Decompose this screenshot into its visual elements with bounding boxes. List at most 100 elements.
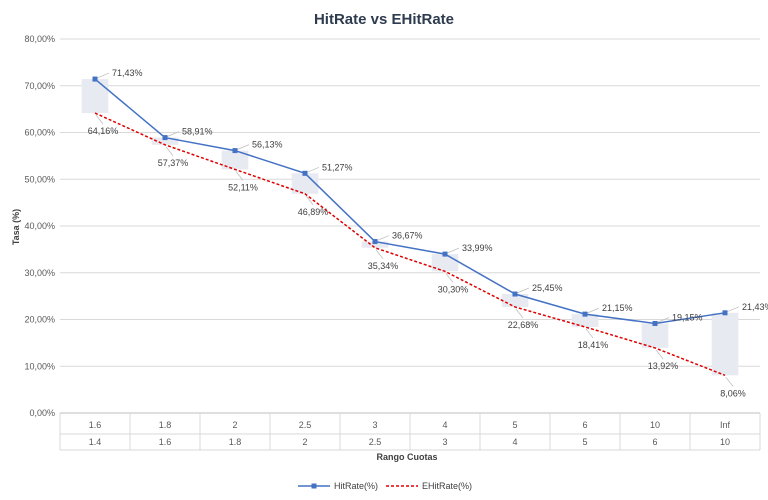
x-axis-label: Rango Cuotas xyxy=(376,452,437,462)
x-tick-label-upper: 6 xyxy=(582,420,587,430)
data-labels: 71,43% 58,91% 56,13% 51,27% 36,67% 33,99% 25,4… xyxy=(88,68,768,398)
x-tick-label-upper: Inf xyxy=(720,420,731,430)
ehitrate-leader xyxy=(655,349,664,360)
ehitrate-data-label: 52,11% xyxy=(228,182,258,192)
ehitrate-line xyxy=(94,112,726,377)
hitrate-data-label: 33,99% xyxy=(462,243,493,253)
hitrate-point xyxy=(232,148,238,154)
hitrate-leader xyxy=(96,72,110,79)
y-tick-label: 20,00% xyxy=(24,315,55,325)
ehitrate-data-label: 64,16% xyxy=(88,126,119,136)
x-tick-label-lower: 1.4 xyxy=(89,437,102,447)
hitrate-data-label: 21,43% xyxy=(742,302,768,312)
x-tick-label-upper: 2.5 xyxy=(299,420,312,430)
difference-bar xyxy=(711,312,739,376)
y-tick-label: 60,00% xyxy=(24,128,55,138)
hitrate-data-label: 58,91% xyxy=(182,127,213,137)
y-tick-label: 80,00% xyxy=(24,34,55,44)
legend-hitrate-label: HitRate(%) xyxy=(334,481,378,491)
x-tick-label-lower: 10 xyxy=(720,437,730,447)
hitrate-leader xyxy=(166,131,180,137)
hitrate-leader xyxy=(306,166,320,173)
legend: HitRate(%) EHitRate(%) xyxy=(298,481,472,491)
hitrate-point xyxy=(92,76,98,82)
hitrate-data-label: 51,27% xyxy=(322,162,353,172)
ehitrate-leader xyxy=(235,171,244,181)
hitrate-point xyxy=(722,310,728,316)
hitrate-line xyxy=(94,78,726,325)
hitrate-point xyxy=(162,135,168,141)
y-tick-label: 10,00% xyxy=(24,361,55,371)
ehitrate-leader xyxy=(165,146,174,157)
hitrate-point xyxy=(442,251,448,257)
x-tick-label-upper: 4 xyxy=(442,420,447,430)
hitrate-point xyxy=(512,291,518,297)
ehitrate-leader xyxy=(515,308,524,319)
hitrate-leader xyxy=(586,307,600,314)
ehitrate-data-label: 8,06% xyxy=(720,388,746,398)
y-tick-label: 40,00% xyxy=(24,221,55,231)
difference-bar xyxy=(151,137,179,145)
hitrate-data-label: 56,13% xyxy=(252,140,283,150)
hitrate-data-label: 19,15% xyxy=(672,312,703,322)
x-tick-label-lower: 1.6 xyxy=(159,437,172,447)
ehitrate-data-label: 30,30% xyxy=(438,284,469,294)
x-tick-label-upper: 1.6 xyxy=(89,420,102,430)
hitrate-point xyxy=(302,170,308,176)
ehitrate-data-label: 57,37% xyxy=(158,158,189,168)
difference-bar xyxy=(571,314,599,327)
y-tick-label: 30,00% xyxy=(24,268,55,278)
x-tick-label-lower: 6 xyxy=(652,437,657,447)
gridlines xyxy=(60,38,760,414)
x-tick-label-lower: 3 xyxy=(442,437,447,447)
hitrate-leader xyxy=(656,317,670,323)
hitrate-leader xyxy=(516,287,530,294)
x-tick-label-lower: 2.5 xyxy=(369,437,382,447)
x-tick-label-upper: 5 xyxy=(512,420,517,430)
hitrate-point xyxy=(652,320,658,326)
x-tick-label-lower: 5 xyxy=(582,437,587,447)
chart-title: HitRate vs EHitRate xyxy=(314,11,454,28)
series-lines xyxy=(92,76,728,377)
difference-bar xyxy=(501,294,529,307)
difference-bar xyxy=(291,173,319,194)
ehitrate-leader xyxy=(725,377,734,387)
hitrate-point xyxy=(372,239,378,245)
hitrate-leader xyxy=(236,144,250,150)
x-tick-label-upper: 3 xyxy=(372,420,377,430)
ehitrate-leader xyxy=(445,273,454,283)
ehitrate-leader xyxy=(585,328,594,339)
y-axis-label: Tasa (%) xyxy=(11,209,21,245)
label-leader-lines xyxy=(95,72,740,387)
hitrate-data-label: 71,43% xyxy=(112,68,143,78)
x-tick-label-upper: 2 xyxy=(232,420,237,430)
hitrate-data-label: 36,67% xyxy=(392,231,423,241)
difference-bars xyxy=(81,79,739,376)
y-tick-label: 70,00% xyxy=(24,81,55,91)
hitrate-data-label: 25,45% xyxy=(532,283,563,293)
difference-bar xyxy=(221,150,249,170)
y-tick-label: 0,00% xyxy=(29,408,55,418)
ehitrate-data-label: 22,68% xyxy=(508,320,539,330)
hitrate-data-label: 21,15% xyxy=(602,303,633,313)
ehitrate-leader xyxy=(375,249,384,260)
hitrate-point xyxy=(582,311,588,317)
legend-ehitrate-label: EHitRate(%) xyxy=(422,481,472,491)
ehitrate-data-label: 13,92% xyxy=(648,361,679,371)
ehitrate-data-label: 18,41% xyxy=(578,340,609,350)
hitrate-leader xyxy=(726,306,740,313)
x-tick-label-lower: 4 xyxy=(512,437,517,447)
hitrate-leader xyxy=(446,247,460,254)
difference-bar xyxy=(361,241,389,248)
x-tick-label-upper: 1.8 xyxy=(159,420,172,430)
ehitrate-leader xyxy=(95,114,104,125)
ehitrate-data-label: 35,34% xyxy=(368,261,399,271)
hitrate-leader xyxy=(376,235,390,241)
difference-bar xyxy=(641,323,669,348)
y-tick-label: 50,00% xyxy=(24,174,55,184)
legend-hitrate-marker xyxy=(311,483,317,489)
x-tick-label-lower: 2 xyxy=(302,437,307,447)
x-tick-label-upper: 10 xyxy=(650,420,660,430)
ehitrate-data-label: 46,89% xyxy=(298,207,329,217)
